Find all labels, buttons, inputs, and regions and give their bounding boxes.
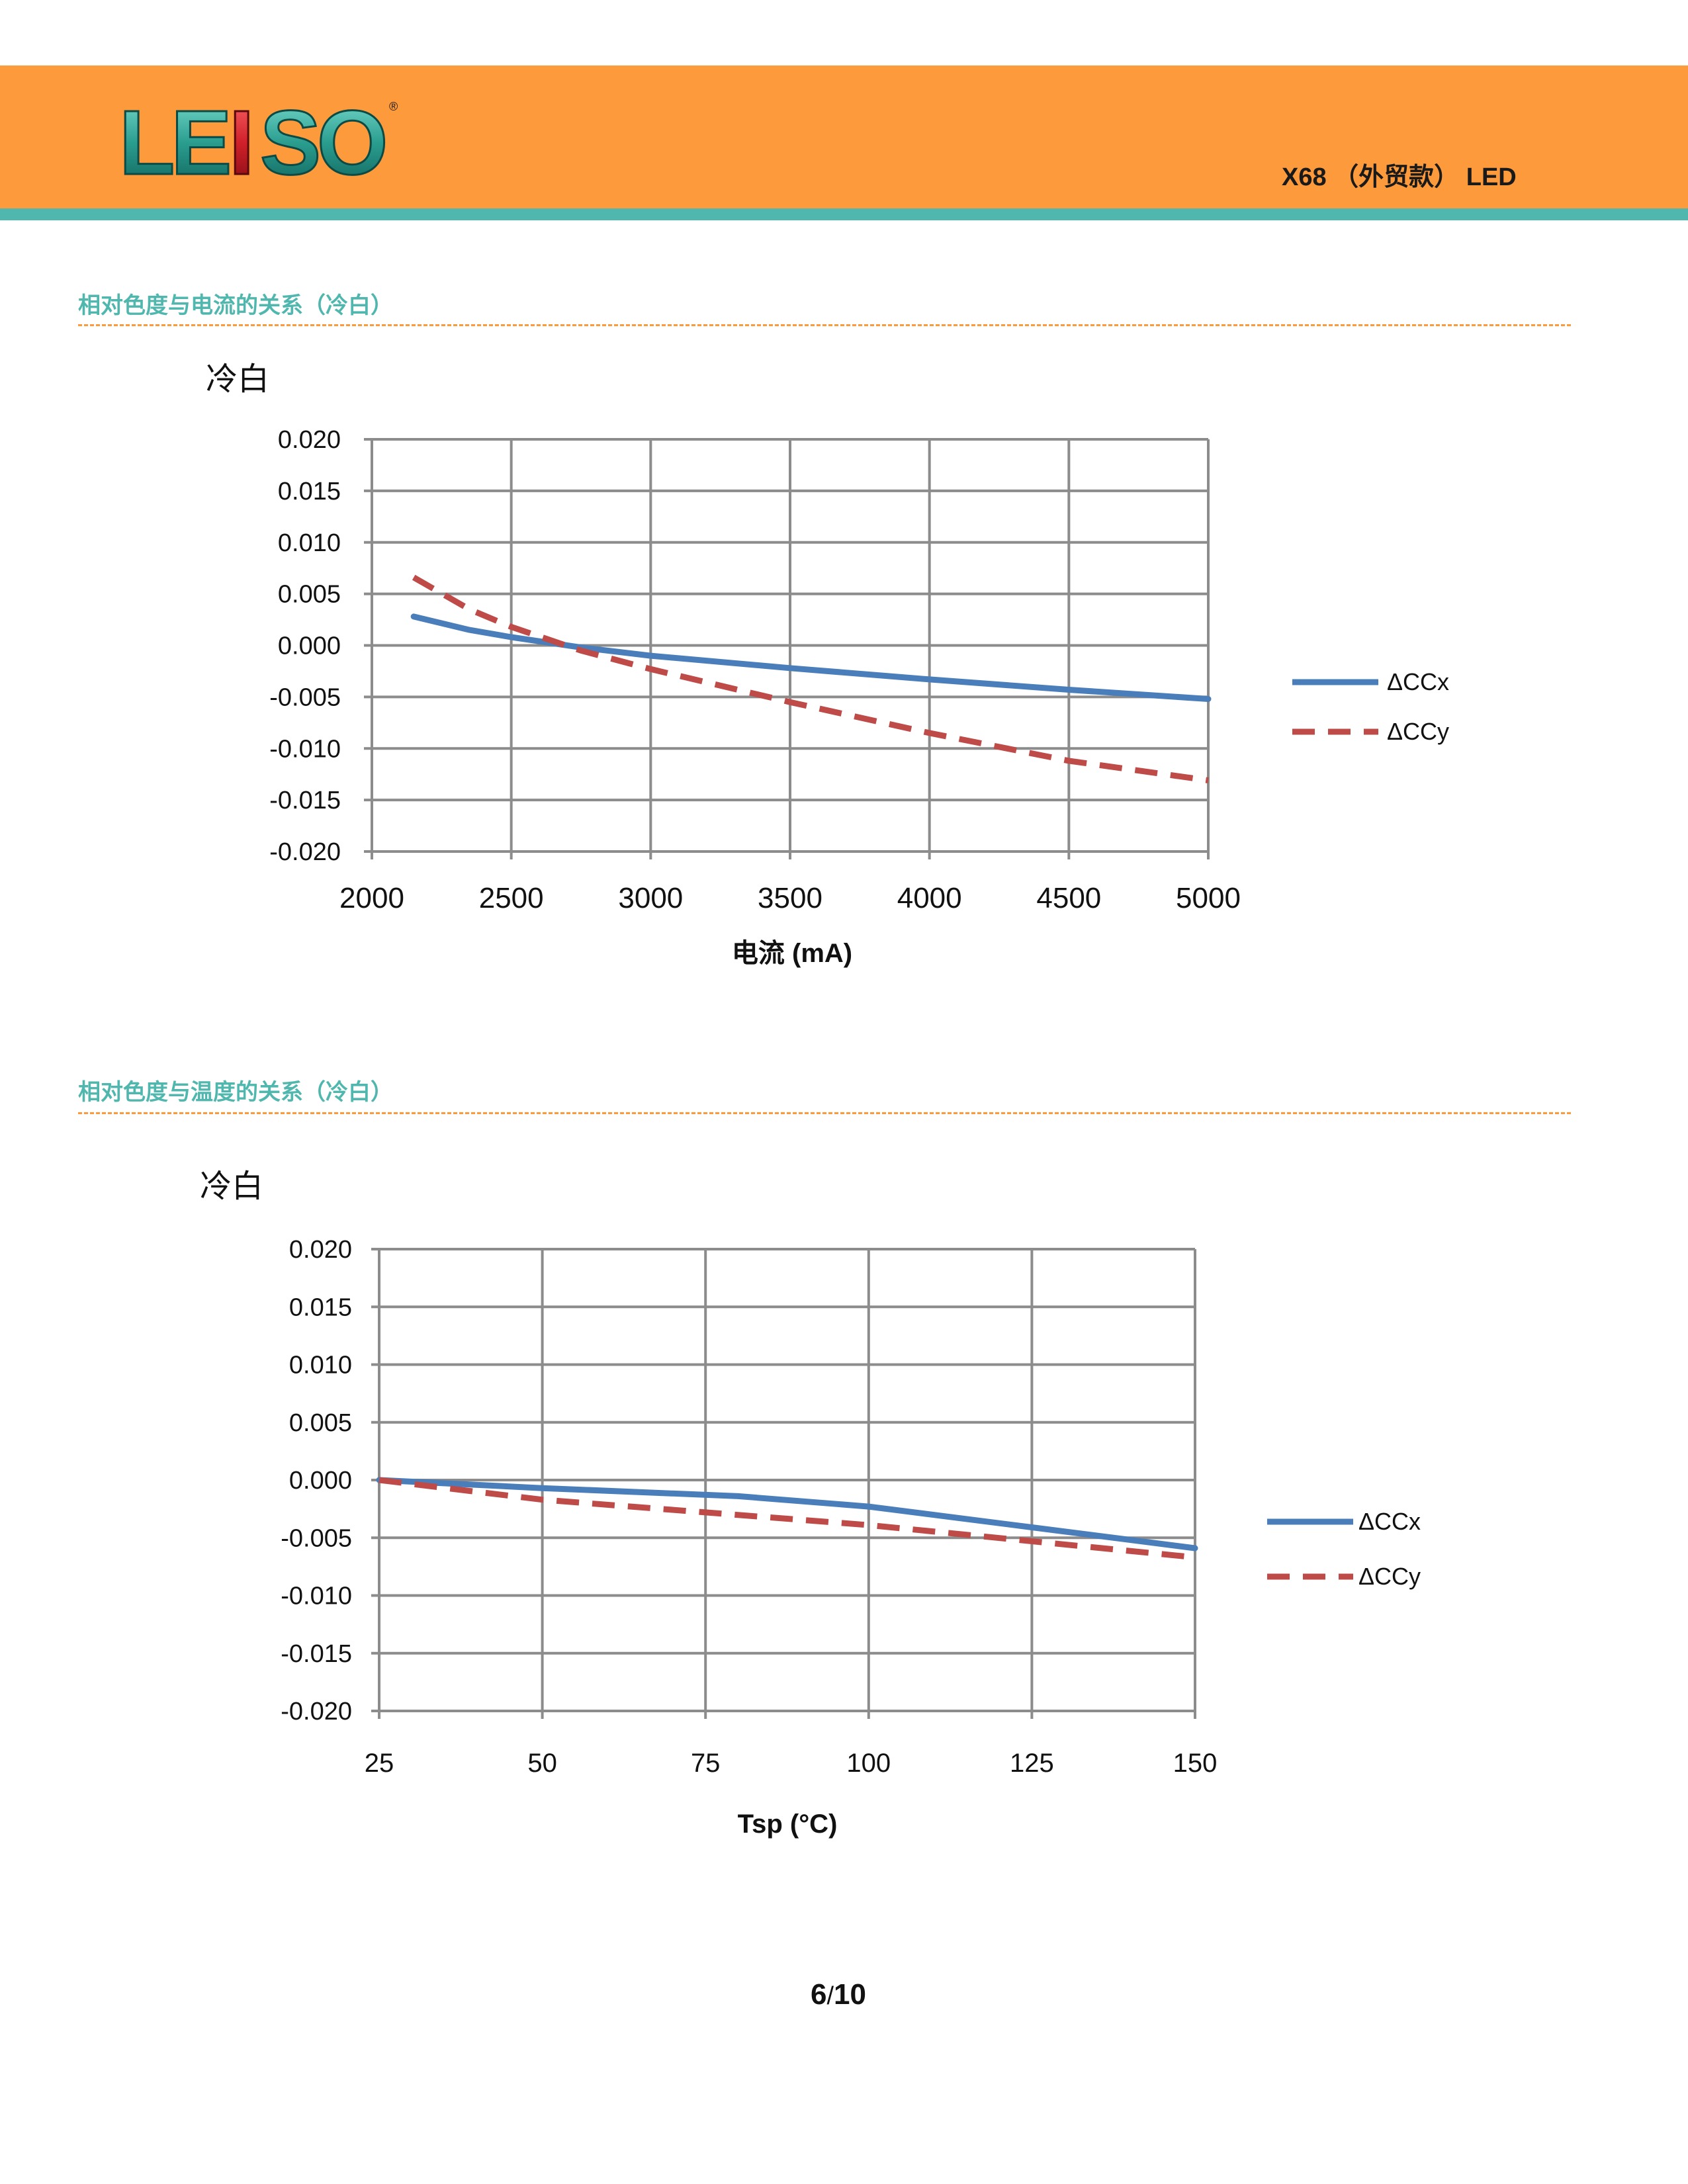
y-tick-label: -0.015: [269, 787, 341, 814]
chart-title: 冷白: [206, 362, 270, 397]
x-tick-label: 4000: [897, 882, 962, 914]
y-tick-label: -0.005: [269, 683, 341, 711]
x-tick-label: 150: [1173, 1749, 1218, 1778]
chart-1: 0.020 0.015 0.010 0.005 0.000 -0.005 -0.010 -0.…: [269, 426, 1449, 968]
y-tick-label: 0.000: [278, 633, 341, 660]
y-tick-label: 0.010: [278, 529, 341, 557]
svg-text:SO: SO: [260, 96, 384, 189]
series-line-ΔCCx: [410, 613, 1212, 702]
document-title: X68 （外贸款） LED: [1282, 163, 1517, 191]
legend-label: ΔCCy: [1387, 718, 1449, 745]
y-tick-label: -0.020: [269, 838, 341, 866]
y-tick-label: -0.020: [281, 1698, 352, 1725]
y-tick-label: 0.015: [289, 1293, 352, 1321]
y-tick-label: 0.020: [289, 1236, 352, 1264]
x-axis-label: 电流 (mA): [732, 939, 852, 968]
y-tick-label: 0.005: [278, 581, 341, 609]
header-stripe: [0, 208, 1688, 220]
legend-label: ΔCCx: [1358, 1508, 1421, 1535]
x-tick-label: 2500: [479, 882, 544, 914]
page-separator: /: [826, 1982, 834, 2010]
x-tick-label: 3000: [618, 882, 683, 914]
y-tick-label: 0.020: [278, 426, 341, 454]
y-tick-label: -0.015: [281, 1640, 352, 1668]
chart-title: 冷白: [200, 1169, 264, 1204]
x-tick-label: 4500: [1036, 882, 1101, 914]
section-title-current: 相对色度与电流的关系（冷白）: [78, 293, 393, 318]
header-band: [0, 66, 1688, 208]
series-line-ΔCCy: [412, 574, 1209, 783]
page-number: 6/10: [811, 1978, 866, 2011]
series-line-ΔCCy: [378, 1477, 1196, 1561]
brand-logo: LE I SO ®: [118, 96, 398, 189]
registered-mark: ®: [389, 100, 398, 113]
section-divider: [78, 324, 1571, 326]
section-title-temperature: 相对色度与温度的关系（冷白）: [78, 1080, 393, 1105]
svg-text:I: I: [229, 96, 254, 189]
x-tick-label: 100: [846, 1749, 891, 1778]
x-tick-label: 75: [691, 1749, 721, 1778]
y-tick-label: -0.010: [269, 735, 341, 763]
y-tick-label: -0.010: [281, 1583, 352, 1610]
y-tick-label: 0.000: [289, 1467, 352, 1495]
section-divider: [78, 1112, 1571, 1114]
y-tick-label: 0.015: [278, 478, 341, 505]
x-tick-label: 125: [1010, 1749, 1054, 1778]
x-axis-label: Tsp (°C): [738, 1810, 838, 1839]
x-tick-label: 50: [527, 1749, 557, 1778]
x-tick-label: 25: [365, 1749, 394, 1778]
y-tick-label: 0.005: [289, 1409, 352, 1437]
page-total: 10: [834, 1978, 866, 2011]
legend-label: ΔCCx: [1387, 668, 1449, 695]
svg-text:LE: LE: [119, 96, 228, 189]
x-tick-label: 3500: [758, 882, 822, 914]
chart-2: 0.020 0.015 0.010 0.005 0.000 -0.005 -0.010 -0.…: [281, 1236, 1421, 1839]
x-tick-label: 2000: [339, 882, 404, 914]
series-line-ΔCCx: [376, 1477, 1198, 1551]
legend-label: ΔCCy: [1358, 1563, 1421, 1590]
page-current: 6: [811, 1978, 827, 2011]
x-tick-label: 5000: [1176, 882, 1241, 914]
y-tick-label: 0.010: [289, 1352, 352, 1379]
y-tick-label: -0.005: [281, 1524, 352, 1552]
